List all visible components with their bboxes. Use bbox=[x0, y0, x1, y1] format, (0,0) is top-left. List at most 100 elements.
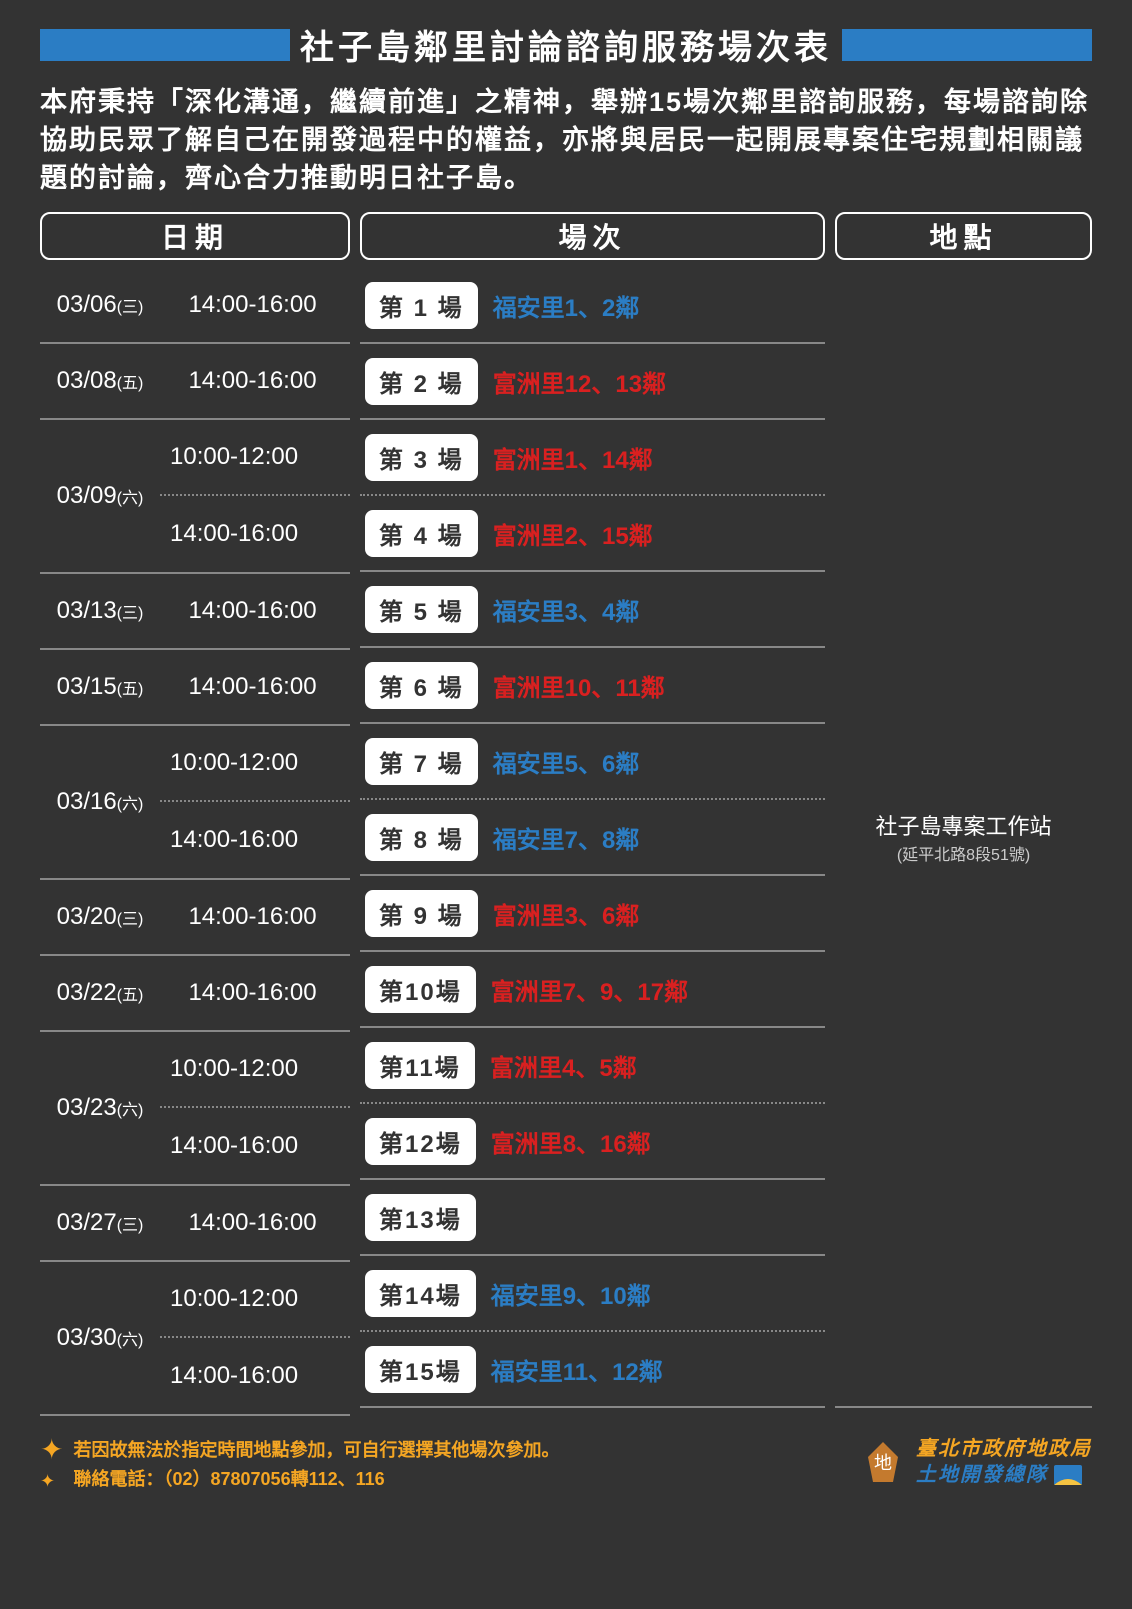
neighborhood-text: 富洲里4、5鄰 bbox=[490, 1048, 637, 1083]
session-row: 第 8 場福安里7、8鄰 bbox=[360, 800, 825, 876]
neighborhood-text: 富洲里12、13鄰 bbox=[493, 364, 666, 399]
time-cell: 14:00-16:00 bbox=[160, 291, 345, 319]
time-cell: 10:00-12:00 bbox=[160, 1262, 350, 1338]
date-row: 03/22(五)14:00-16:00 bbox=[40, 956, 350, 1032]
session-number-pill: 第 1 場 bbox=[365, 282, 478, 329]
neighborhood-text: 富洲里1、14鄰 bbox=[493, 440, 653, 475]
date-row: 03/08(五)14:00-16:00 bbox=[40, 344, 350, 420]
title-bar: 社子島鄰里討論諮詢服務場次表 bbox=[40, 20, 1092, 69]
location-address: (延平北路8段51號) bbox=[897, 841, 1030, 865]
footer-phone: 聯絡電話：（02）87807056轉112、116 bbox=[73, 1465, 559, 1494]
time-cell: 14:00-16:00 bbox=[160, 496, 350, 572]
date-cell: 03/30(六) bbox=[40, 1324, 160, 1352]
neighborhood-text: 富洲里2、15鄰 bbox=[493, 516, 653, 551]
time-cell: 14:00-16:00 bbox=[160, 673, 345, 701]
session-row: 第15場福安里11、12鄰 bbox=[360, 1332, 825, 1408]
session-row: 第11場富洲里4、5鄰 bbox=[360, 1028, 825, 1104]
date-row: 03/06(三)14:00-16:00 bbox=[40, 268, 350, 344]
time-cell: 14:00-16:00 bbox=[160, 1209, 345, 1237]
time-cell: 14:00-16:00 bbox=[160, 367, 345, 395]
session-number-pill: 第 2 場 bbox=[365, 358, 478, 405]
footer-org: 地 臺北市政府地政局 土地開發總隊 bbox=[858, 1436, 1092, 1488]
session-number-pill: 第 5 場 bbox=[365, 586, 478, 633]
time-cell: 14:00-16:00 bbox=[160, 979, 345, 1007]
date-cell: 03/23(六) bbox=[40, 1094, 160, 1122]
flag-icon bbox=[1054, 1465, 1082, 1485]
session-number-pill: 第12場 bbox=[365, 1118, 476, 1165]
session-number-pill: 第11場 bbox=[365, 1042, 475, 1089]
date-group: 03/09(六)10:00-12:0014:00-16:00 bbox=[40, 420, 350, 574]
date-cell: 03/22(五) bbox=[40, 979, 160, 1007]
neighborhood-text: 富洲里3、6鄰 bbox=[493, 896, 640, 931]
time-cell: 14:00-16:00 bbox=[160, 802, 350, 878]
date-cell: 03/08(五) bbox=[40, 367, 160, 395]
session-number-pill: 第14場 bbox=[365, 1270, 476, 1317]
header-session: 場次 bbox=[360, 212, 825, 260]
neighborhood-text: 福安里11、12鄰 bbox=[491, 1352, 663, 1387]
svg-text:地: 地 bbox=[874, 1453, 892, 1473]
footer-note: 若因故無法於指定時間地點參加，可自行選擇其他場次參加。 bbox=[73, 1436, 559, 1465]
date-cell: 03/27(三) bbox=[40, 1209, 160, 1237]
time-cell: 10:00-12:00 bbox=[160, 1032, 350, 1108]
intro-text: 本府秉持「深化溝通，繼續前進」之精神，舉辦15場次鄰里諮詢服務，每場諮詢除協助民… bbox=[40, 84, 1092, 197]
org-text: 臺北市政府地政局 土地開發總隊 bbox=[916, 1436, 1092, 1488]
session-row: 第 4 場富洲里2、15鄰 bbox=[360, 496, 825, 572]
time-cell: 14:00-16:00 bbox=[160, 597, 345, 625]
neighborhood-text: 富洲里8、16鄰 bbox=[491, 1124, 651, 1159]
footer: ✦✦ 若因故無法於指定時間地點參加，可自行選擇其他場次參加。 聯絡電話：（02）… bbox=[40, 1436, 1092, 1494]
session-row: 第10場富洲里7、9、17鄰 bbox=[360, 952, 825, 1028]
neighborhood-text: 福安里9、10鄰 bbox=[491, 1276, 651, 1311]
neighborhood-text: 富洲里7、9、17鄰 bbox=[491, 972, 688, 1007]
time-cell: 14:00-16:00 bbox=[160, 1108, 350, 1184]
time-cell: 10:00-12:00 bbox=[160, 726, 350, 802]
session-number-pill: 第13場 bbox=[365, 1194, 476, 1241]
session-number-pill: 第 8 場 bbox=[365, 814, 478, 861]
session-number-pill: 第 9 場 bbox=[365, 890, 478, 937]
session-row: 第 5 場福安里3、4鄰 bbox=[360, 572, 825, 648]
org-logo-icon: 地 bbox=[858, 1437, 908, 1487]
date-row: 03/27(三)14:00-16:00 bbox=[40, 1186, 350, 1262]
date-row: 03/13(三)14:00-16:00 bbox=[40, 574, 350, 650]
session-number-pill: 第10場 bbox=[365, 966, 476, 1013]
date-row: 03/20(三)14:00-16:00 bbox=[40, 880, 350, 956]
date-row: 03/15(五)14:00-16:00 bbox=[40, 650, 350, 726]
time-cell: 14:00-16:00 bbox=[160, 903, 345, 931]
header-date: 日期 bbox=[40, 212, 350, 260]
session-number-pill: 第15場 bbox=[365, 1346, 476, 1393]
session-number-pill: 第 4 場 bbox=[365, 510, 478, 557]
neighborhood-text: 福安里5、6鄰 bbox=[493, 744, 640, 779]
session-number-pill: 第 3 場 bbox=[365, 434, 478, 481]
date-cell: 03/16(六) bbox=[40, 788, 160, 816]
footer-notes: 若因故無法於指定時間地點參加，可自行選擇其他場次參加。 聯絡電話：（02）878… bbox=[73, 1436, 559, 1494]
date-cell: 03/09(六) bbox=[40, 482, 160, 510]
neighborhood-text: 富洲里10、11鄰 bbox=[493, 668, 665, 703]
session-row: 第13場 bbox=[360, 1180, 825, 1256]
session-row: 第 2 場富洲里12、13鄰 bbox=[360, 344, 825, 420]
date-group: 03/16(六)10:00-12:0014:00-16:00 bbox=[40, 726, 350, 880]
neighborhood-text: 福安里3、4鄰 bbox=[493, 592, 640, 627]
time-cell: 14:00-16:00 bbox=[160, 1338, 350, 1414]
session-row: 第 6 場富洲里10、11鄰 bbox=[360, 648, 825, 724]
date-group: 03/30(六)10:00-12:0014:00-16:00 bbox=[40, 1262, 350, 1416]
session-row: 第 3 場富洲里1、14鄰 bbox=[360, 420, 825, 496]
session-row: 第 1 場福安里1、2鄰 bbox=[360, 268, 825, 344]
neighborhood-text: 福安里7、8鄰 bbox=[493, 820, 640, 855]
session-row: 第14場福安里9、10鄰 bbox=[360, 1256, 825, 1332]
session-row: 第 9 場富洲里3、6鄰 bbox=[360, 876, 825, 952]
title-bar-left bbox=[40, 29, 290, 61]
date-group: 03/23(六)10:00-12:0014:00-16:00 bbox=[40, 1032, 350, 1186]
date-cell: 03/15(五) bbox=[40, 673, 160, 701]
session-row: 第12場富洲里8、16鄰 bbox=[360, 1104, 825, 1180]
neighborhood-text: 福安里1、2鄰 bbox=[493, 288, 640, 323]
date-cell: 03/20(三) bbox=[40, 903, 160, 931]
location-name: 社子島專案工作站 bbox=[875, 809, 1051, 841]
session-number-pill: 第 6 場 bbox=[365, 662, 478, 709]
title-bar-right bbox=[842, 29, 1092, 61]
star-icon: ✦✦ bbox=[40, 1436, 63, 1492]
header-location: 地點 bbox=[835, 212, 1092, 260]
location-cell: 社子島專案工作站 (延平北路8段51號) bbox=[835, 268, 1092, 1408]
time-cell: 10:00-12:00 bbox=[160, 420, 350, 496]
page-title: 社子島鄰里討論諮詢服務場次表 bbox=[290, 20, 842, 69]
date-cell: 03/13(三) bbox=[40, 597, 160, 625]
session-row: 第 7 場福安里5、6鄰 bbox=[360, 724, 825, 800]
